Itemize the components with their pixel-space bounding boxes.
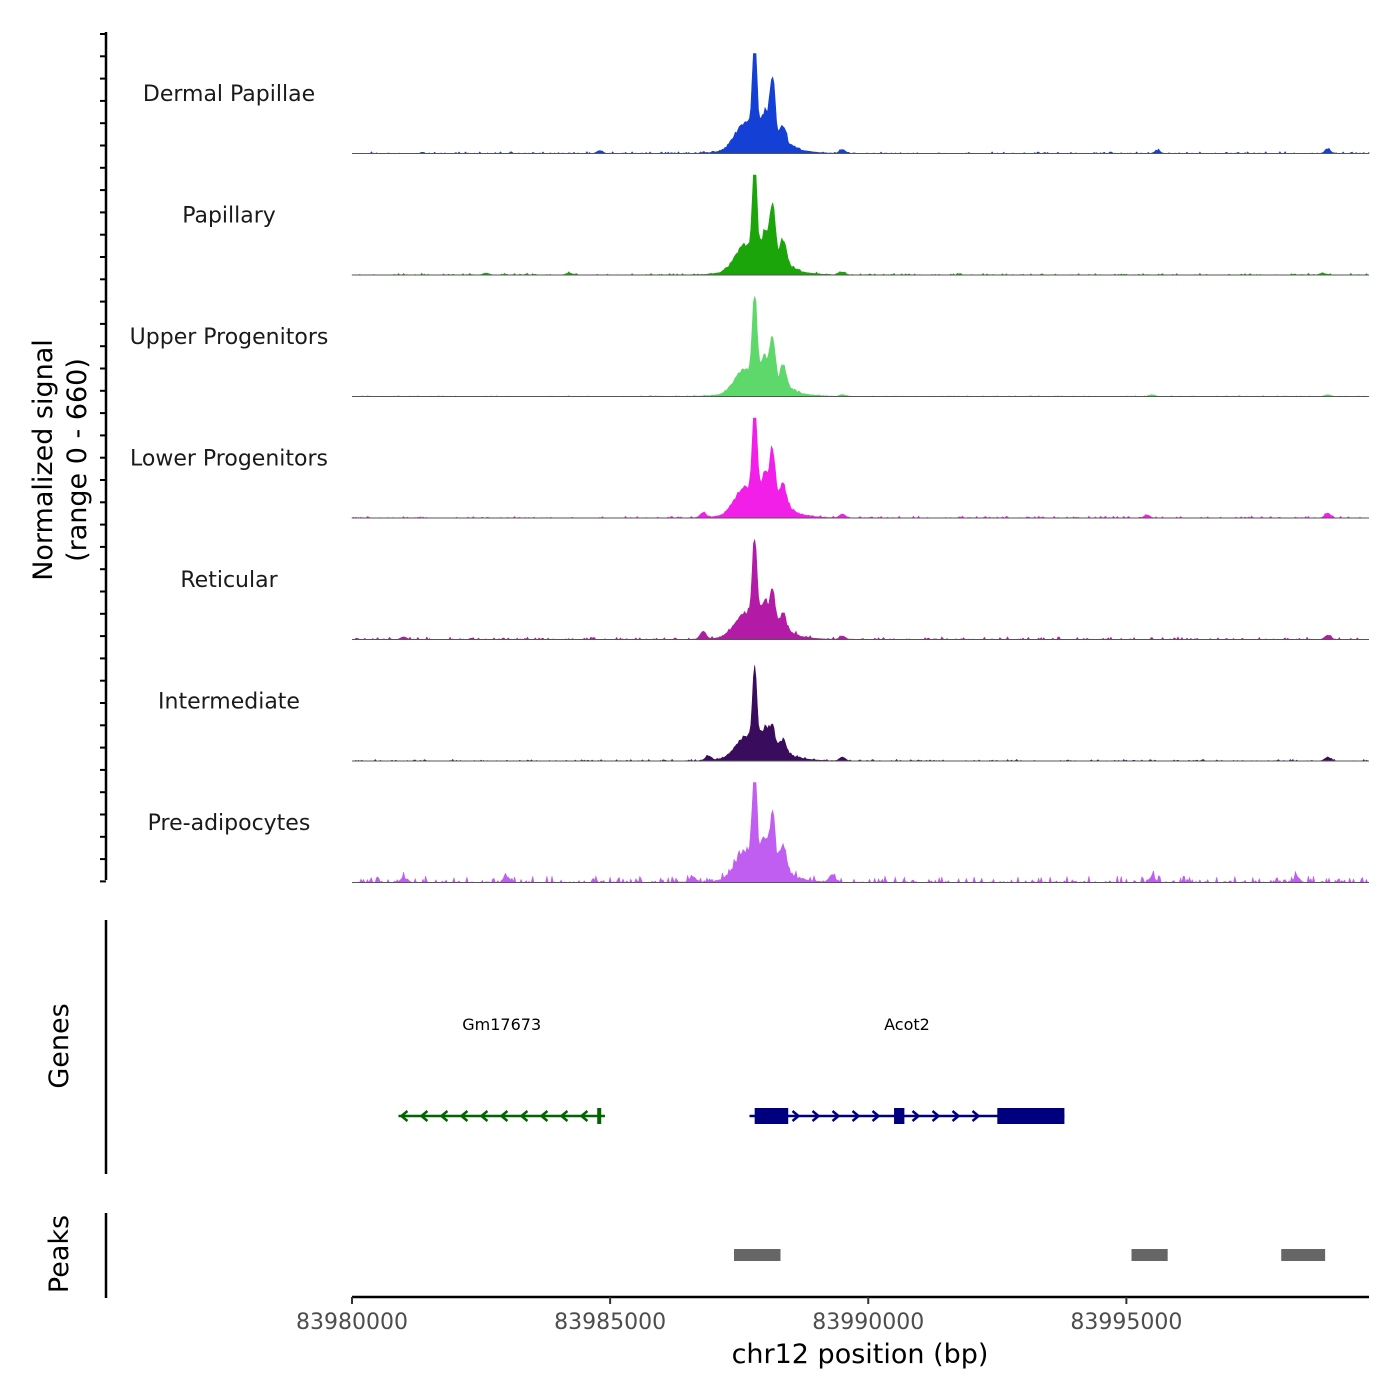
x-tick-label: 83985000 (554, 1310, 666, 1335)
y-axis-title-line1: Normalized signal (28, 339, 59, 581)
strand-arrow (971, 1110, 981, 1122)
coverage-track-reticular: Reticular (180, 539, 1369, 641)
strand-arrow (579, 1110, 589, 1122)
y-axis-title-line2: (range 0 - 660) (62, 358, 93, 562)
track-label: Dermal Papillae (143, 82, 315, 107)
strand-arrow (831, 1110, 841, 1122)
coverage-area (352, 296, 1370, 397)
strand-arrow (911, 1110, 921, 1122)
gene-acot2: Acot2 (749, 1015, 1065, 1124)
track-label: Pre-adipocytes (148, 811, 311, 836)
track-label: Reticular (180, 568, 278, 593)
strand-arrow (931, 1110, 941, 1122)
gene-exon (597, 1108, 602, 1124)
coverage-area (351, 665, 1370, 762)
coverage-track-lower-progenitors: Lower Progenitors (130, 417, 1370, 519)
gene-label: Acot2 (884, 1015, 930, 1034)
strand-arrow (399, 1110, 409, 1122)
gene-label: Gm17673 (462, 1015, 541, 1034)
coverage-area (352, 782, 1369, 884)
x-tick-label: 83980000 (296, 1310, 408, 1335)
genes-track: Gm17673 Acot2 (398, 1015, 1065, 1124)
coverage-area (352, 539, 1369, 641)
strand-arrow (479, 1110, 489, 1122)
x-axis-ticks: 83980000 83985000 83990000 83995000 (296, 1297, 1182, 1335)
strand-arrow (871, 1110, 881, 1122)
strand-arrow (539, 1110, 549, 1122)
coverage-area (351, 174, 1370, 276)
coverage-track-intermediate: Intermediate (158, 665, 1370, 762)
gene-exon (754, 1108, 789, 1124)
strand-arrow (851, 1110, 861, 1122)
strand-arrow (559, 1110, 569, 1122)
strand-arrow (419, 1110, 429, 1122)
strand-arrow (499, 1110, 509, 1122)
strand-arrow (519, 1110, 529, 1122)
coverage-track-pre-adipocytes: Pre-adipocytes (148, 782, 1369, 884)
peak-region (1281, 1249, 1326, 1261)
x-tick-label: 83995000 (1070, 1310, 1182, 1335)
x-axis-title: chr12 position (bp) (732, 1339, 989, 1370)
coverage-y-axis (100, 32, 108, 883)
gene-exon (894, 1108, 905, 1124)
coverage-tracks: Dermal Papillae Papillary Upper Progenitor… (130, 53, 1370, 884)
peak-region (734, 1249, 781, 1261)
strand-arrow (439, 1110, 449, 1122)
track-label: Intermediate (158, 689, 300, 714)
x-tick-label: 83990000 (812, 1310, 924, 1335)
strand-arrow (791, 1110, 801, 1122)
genes-panel-title: Genes (44, 1003, 75, 1088)
strand-arrow (459, 1110, 469, 1122)
coverage-track-upper-progenitors: Upper Progenitors (130, 296, 1370, 397)
track-label: Papillary (182, 203, 276, 228)
peaks-panel-title: Peaks (44, 1215, 75, 1293)
coverage-track-papillary: Papillary (182, 174, 1370, 276)
gene-exon (997, 1108, 1065, 1124)
strand-arrow (951, 1110, 961, 1122)
coverage-area (352, 53, 1370, 154)
strand-arrow (811, 1110, 821, 1122)
gene-gm17673: Gm17673 (398, 1015, 605, 1124)
track-label: Lower Progenitors (130, 446, 328, 471)
coverage-area (350, 417, 1370, 519)
peaks-track (734, 1249, 1326, 1261)
track-label: Upper Progenitors (130, 325, 329, 350)
peak-region (1131, 1249, 1168, 1261)
coverage-track-dermal-papillae: Dermal Papillae (143, 53, 1370, 154)
